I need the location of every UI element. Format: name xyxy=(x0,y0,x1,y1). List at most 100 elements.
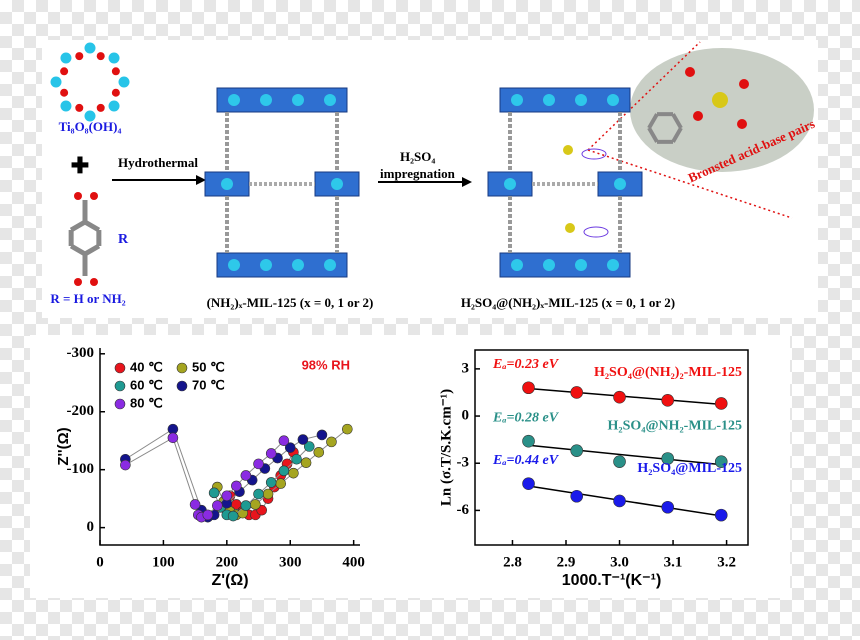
legend-label: 40 ℃ xyxy=(130,359,163,374)
atom xyxy=(228,259,240,271)
x-axis-label: Z'(Ω) xyxy=(211,572,248,589)
data-point xyxy=(265,477,277,488)
x-tick-label: 100 xyxy=(152,554,175,570)
x-tick-label: 2.8 xyxy=(503,554,522,570)
atom xyxy=(511,259,523,271)
arrow-head xyxy=(196,175,206,185)
atom xyxy=(575,259,587,271)
y-tick-label: -6 xyxy=(457,502,470,518)
step2: impregnation xyxy=(380,166,456,181)
atom xyxy=(75,52,84,61)
atom xyxy=(84,42,96,54)
data-point xyxy=(316,429,328,441)
octahedra xyxy=(204,171,250,197)
data-point xyxy=(278,465,290,477)
series-label: Eₐ=0.23 eV xyxy=(492,357,560,372)
atom xyxy=(260,259,272,271)
data-point xyxy=(661,452,675,465)
data-point xyxy=(613,455,626,468)
data-point xyxy=(221,490,233,502)
y-axis-label: Z''(Ω) xyxy=(55,427,72,465)
data-point xyxy=(212,500,223,511)
step1: Hydrothermal xyxy=(118,155,198,170)
atom xyxy=(96,103,105,112)
atom xyxy=(712,92,728,108)
data-point xyxy=(613,494,626,508)
atom xyxy=(575,94,587,106)
y-tick-label: 3 xyxy=(462,360,470,376)
x-tick-label: 400 xyxy=(342,554,365,570)
series-label: Eₐ=0.44 eV xyxy=(492,453,560,468)
atom xyxy=(118,76,130,88)
x-tick-label: 3.1 xyxy=(664,554,683,570)
r-label: R xyxy=(118,232,129,247)
atom xyxy=(563,145,573,155)
data-point xyxy=(240,500,252,511)
atom xyxy=(693,111,703,121)
atom xyxy=(60,67,69,76)
data-point xyxy=(227,510,239,522)
data-point xyxy=(189,499,201,510)
data-point xyxy=(250,499,261,510)
y-tick-label: -300 xyxy=(67,345,95,361)
data-point xyxy=(288,467,299,479)
atom xyxy=(221,178,233,190)
step2-reagent: H₂SO₄ xyxy=(400,149,435,164)
bond xyxy=(647,113,659,129)
x-tick-label: 3.2 xyxy=(717,554,736,570)
atom xyxy=(565,223,575,233)
atom xyxy=(324,94,336,106)
data-point xyxy=(313,446,325,458)
plus-sign: ✚ xyxy=(71,153,89,178)
atom xyxy=(737,119,747,129)
bond xyxy=(83,243,101,257)
data-point xyxy=(284,442,296,453)
x-axis-label: 1000.T⁻¹(K⁻¹) xyxy=(562,572,662,589)
data-point xyxy=(300,457,312,469)
atom xyxy=(96,52,105,61)
data-point xyxy=(240,470,252,481)
atom xyxy=(74,278,82,286)
data-point xyxy=(714,455,728,468)
atom xyxy=(324,259,336,271)
atom xyxy=(739,79,749,89)
legend-marker xyxy=(114,398,126,410)
legend-label: 70 ℃ xyxy=(192,377,225,392)
data-point xyxy=(661,500,675,514)
data-point xyxy=(253,488,264,500)
data-point xyxy=(342,423,353,435)
data-point xyxy=(265,448,277,459)
interaction xyxy=(583,226,609,238)
data-point xyxy=(297,434,309,445)
bond xyxy=(647,126,659,143)
bond xyxy=(83,219,101,233)
atom xyxy=(74,192,82,200)
atom xyxy=(75,103,84,112)
x-tick-label: 200 xyxy=(216,554,239,570)
x-tick-label: 3.0 xyxy=(610,554,629,570)
bond xyxy=(671,126,683,143)
data-point xyxy=(613,390,626,404)
atom xyxy=(292,259,304,271)
r-definition: R = H or NH₂ xyxy=(50,291,125,306)
bond xyxy=(671,113,683,129)
series-name: H₂SO₄@NH₂-MIL-125 xyxy=(607,418,742,433)
arrow-head xyxy=(462,177,472,187)
axes-frame xyxy=(474,349,749,546)
data-point xyxy=(278,435,290,447)
x-tick-label: 2.9 xyxy=(557,554,576,570)
legend-marker xyxy=(114,380,126,392)
atom xyxy=(607,259,619,271)
data-point xyxy=(522,434,535,448)
y-tick-label: -100 xyxy=(67,461,95,477)
y-tick-label: -200 xyxy=(67,403,95,419)
atom xyxy=(228,94,240,106)
data-point xyxy=(202,509,214,521)
atom xyxy=(60,52,72,64)
data-point xyxy=(522,477,535,490)
atom xyxy=(111,67,120,76)
bond xyxy=(69,219,87,233)
data-point xyxy=(661,394,675,407)
callout-ellipse xyxy=(630,48,814,172)
